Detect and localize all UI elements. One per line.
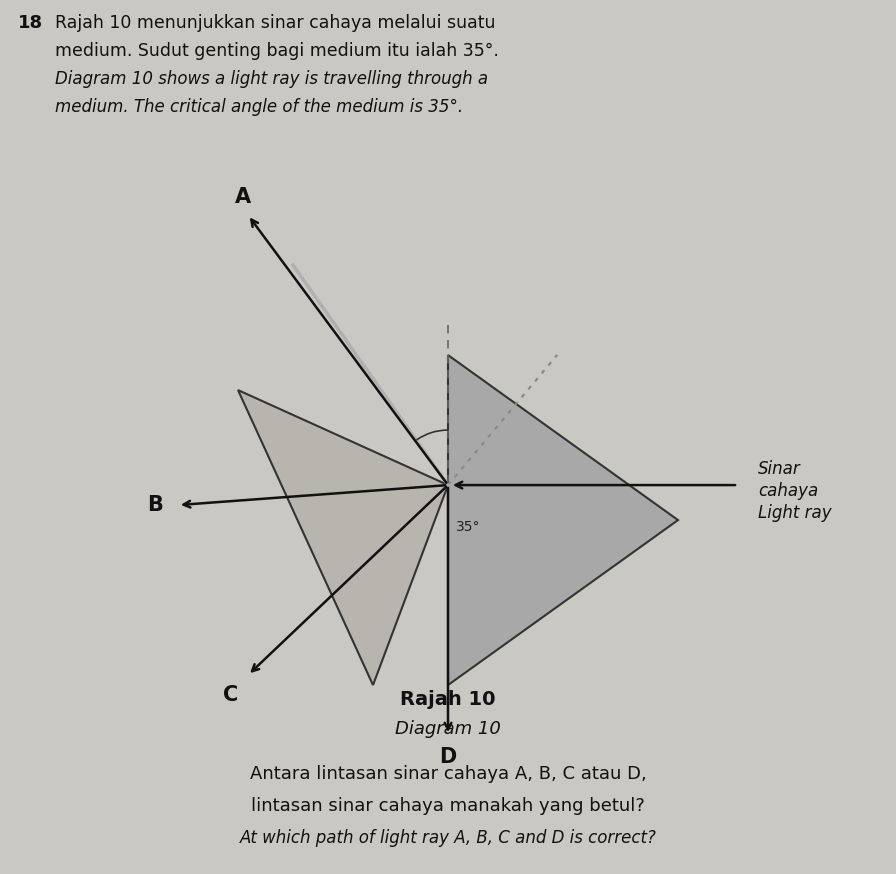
Text: medium. The critical angle of the medium is 35°.: medium. The critical angle of the medium… — [55, 98, 463, 116]
Text: B: B — [147, 495, 163, 515]
Text: 35°: 35° — [456, 520, 480, 534]
Text: C: C — [223, 685, 238, 705]
Text: At which path of light ray A, B, C and D is correct?: At which path of light ray A, B, C and D… — [239, 829, 657, 847]
Text: Light ray: Light ray — [758, 504, 831, 522]
Text: A: A — [235, 187, 251, 207]
Text: D: D — [439, 747, 457, 767]
Text: cahaya: cahaya — [758, 482, 818, 500]
Text: Diagram 10 shows a light ray is travelling through a: Diagram 10 shows a light ray is travelli… — [55, 70, 488, 88]
Polygon shape — [238, 390, 448, 685]
Text: medium. Sudut genting bagi medium itu ialah 35°.: medium. Sudut genting bagi medium itu ia… — [55, 42, 499, 60]
Text: Sinar: Sinar — [758, 460, 801, 478]
Text: lintasan sinar cahaya manakah yang betul?: lintasan sinar cahaya manakah yang betul… — [251, 797, 645, 815]
Text: Rajah 10: Rajah 10 — [401, 690, 495, 709]
Text: Antara lintasan sinar cahaya A, B, C atau D,: Antara lintasan sinar cahaya A, B, C ata… — [250, 765, 646, 783]
Text: Rajah 10 menunjukkan sinar cahaya melalui suatu: Rajah 10 menunjukkan sinar cahaya melalu… — [55, 14, 495, 32]
Text: Diagram 10: Diagram 10 — [395, 720, 501, 738]
Text: 18: 18 — [18, 14, 43, 32]
Polygon shape — [448, 355, 678, 685]
